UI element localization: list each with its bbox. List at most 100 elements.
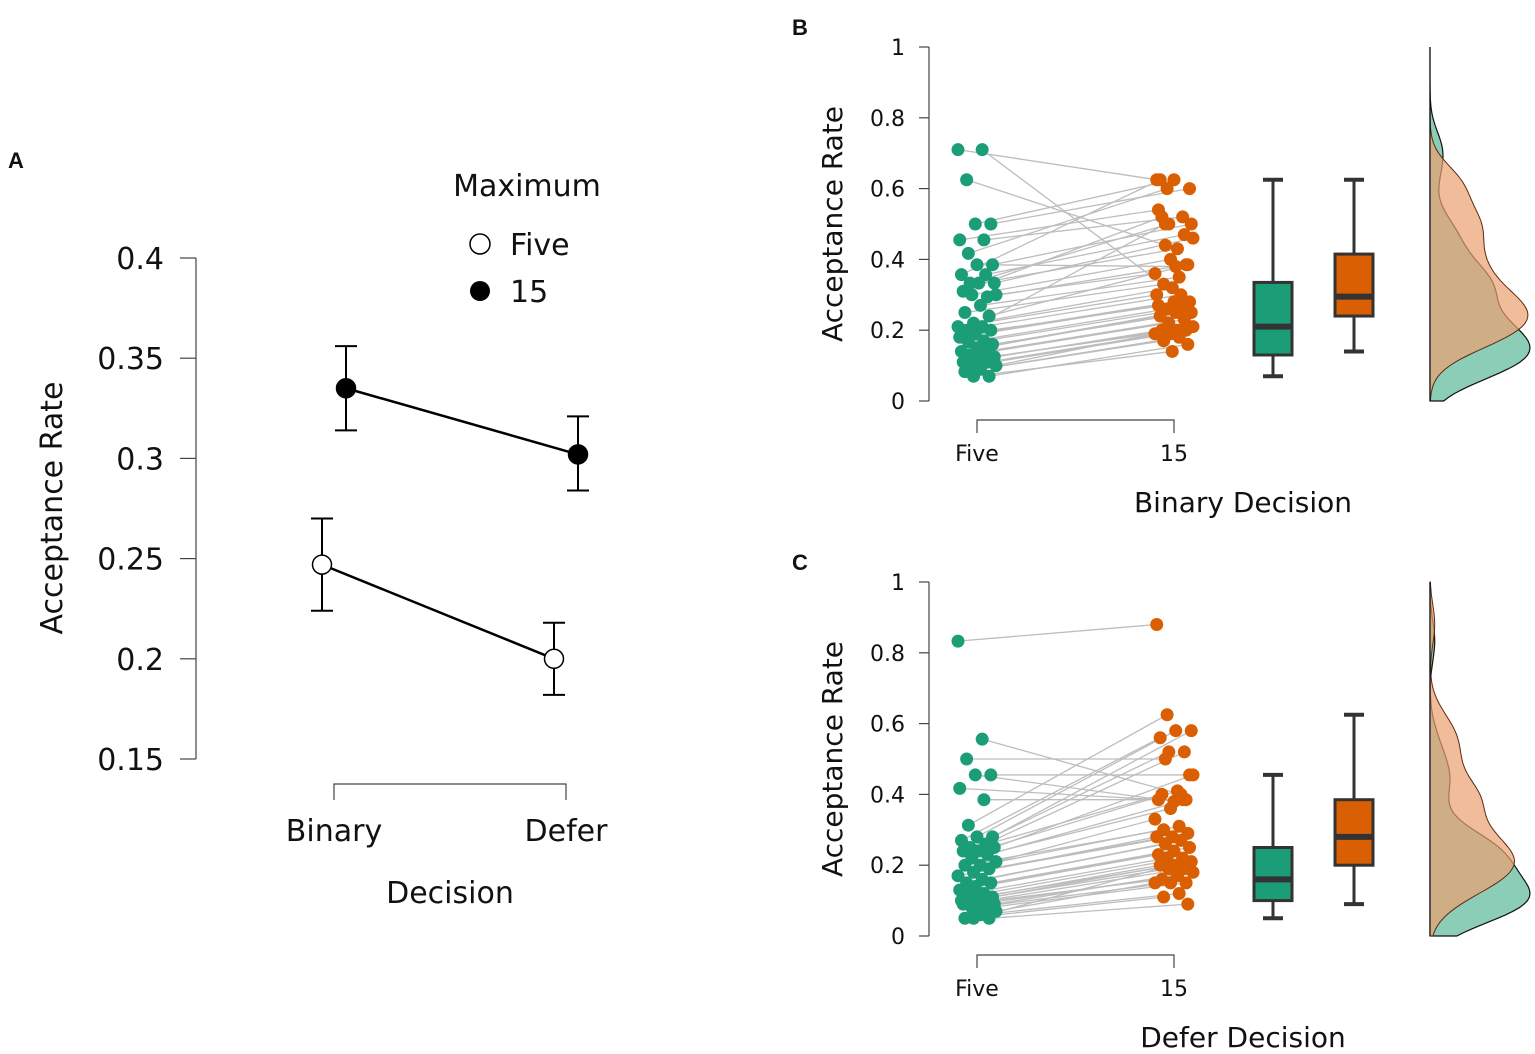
paired-line — [973, 287, 1173, 324]
y-tick-label: 0.6 — [870, 713, 905, 738]
data-point-15 — [1179, 876, 1193, 890]
legend-label-15: 15 — [510, 275, 548, 310]
y-tick-label: 0.8 — [870, 642, 905, 667]
data-point-15 — [1160, 708, 1174, 722]
paired-line — [978, 248, 1178, 284]
panel-c-xlabel: Defer Decision — [1140, 1021, 1346, 1054]
panel-c-plot: 0 0.2 0.4 0.6 0.8 1 Five 15 — [870, 571, 1531, 1002]
paired-line — [971, 333, 1171, 367]
paired-line — [990, 187, 1190, 225]
data-point-15 — [1157, 334, 1171, 348]
x-tick-label: Five — [955, 442, 999, 467]
data-point-five — [961, 818, 975, 832]
panel-a-plot: 0.15 0.2 0.25 0.3 0.35 0.4 Binary Defer — [97, 242, 608, 849]
data-point-five — [967, 865, 981, 879]
y-tick-label: 0.2 — [870, 854, 905, 879]
data-point-15 — [1172, 887, 1186, 901]
paired-line — [968, 857, 1168, 895]
data-point-15 — [1160, 182, 1174, 196]
density-15 — [1429, 581, 1516, 937]
data-point-15 — [1177, 745, 1191, 759]
panel-label-a: A — [8, 148, 24, 173]
data-point-Five — [311, 554, 333, 575]
data-point-15 — [1177, 313, 1191, 327]
data-point-five — [984, 876, 998, 890]
data-point-15 — [1164, 876, 1178, 890]
paired-line — [982, 738, 1182, 796]
data-point-five — [982, 862, 996, 876]
data-point-five — [970, 258, 984, 272]
data-point-five — [984, 768, 998, 782]
boxplot-box-15 — [1333, 798, 1375, 867]
paired-line — [959, 787, 1159, 801]
data-point-15 — [335, 378, 357, 399]
data-point-five — [951, 869, 965, 883]
data-point-15 — [1170, 242, 1184, 256]
y-tick-label: 0.35 — [97, 342, 164, 377]
y-tick-label: 0.4 — [870, 783, 905, 808]
paired-line — [968, 308, 1168, 343]
data-point-15 — [1148, 812, 1162, 826]
data-point-15 — [1158, 238, 1172, 252]
data-point-15 — [1150, 617, 1164, 631]
paired-line — [964, 283, 1164, 314]
x-tick-label: Five — [955, 977, 999, 1002]
x-tick-label: Binary — [286, 814, 382, 849]
paired-line — [973, 350, 1173, 377]
y-tick-label: 0 — [891, 390, 905, 415]
data-point-five — [980, 848, 994, 862]
y-tick-label: 1 — [891, 571, 905, 596]
data-point-five — [958, 858, 972, 872]
data-point-five — [958, 306, 972, 319]
data-point-15 — [1150, 830, 1164, 844]
x-tick-label: Defer — [525, 814, 609, 849]
boxplot-box-Five — [1252, 280, 1294, 357]
data-point-five — [972, 276, 986, 290]
data-point-15 — [1164, 802, 1178, 816]
data-point-15 — [1158, 837, 1172, 851]
data-point-15 — [1165, 858, 1179, 872]
data-point-15 — [1186, 865, 1200, 879]
paired-line — [976, 311, 1176, 349]
paired-line — [975, 179, 1175, 225]
data-point-15 — [1183, 841, 1197, 854]
paired-line — [969, 322, 1169, 356]
paired-line — [975, 301, 1175, 335]
data-point-five — [951, 143, 965, 157]
data-point-five — [967, 911, 981, 925]
data-point-15 — [1179, 793, 1193, 807]
paired-line — [985, 751, 1185, 845]
data-point-five — [982, 309, 996, 323]
series-line-Five — [321, 563, 555, 660]
data-point-five — [986, 258, 1000, 272]
data-point-five — [984, 217, 998, 231]
data-point-five — [956, 844, 970, 858]
data-point-five — [987, 276, 1001, 290]
panel-a-ylabel: Acceptance Rate — [35, 382, 70, 635]
data-point-five — [973, 298, 987, 312]
panel-label-b: B — [792, 15, 808, 40]
data-point-five — [982, 369, 996, 383]
data-point-15 — [1181, 337, 1195, 351]
paired-line — [968, 714, 1168, 826]
data-point-five — [954, 833, 968, 847]
data-point-15 — [1169, 724, 1183, 738]
y-tick-label: 0.4 — [116, 242, 164, 277]
data-point-15 — [1172, 330, 1186, 344]
data-point-15 — [1181, 258, 1195, 272]
paired-line — [966, 223, 1166, 331]
data-point-15 — [1186, 231, 1200, 245]
data-point-five — [975, 143, 989, 157]
series-line-15 — [345, 387, 579, 456]
data-point-15 — [1172, 819, 1186, 833]
paired-line — [961, 737, 1161, 841]
data-point-15 — [1181, 897, 1195, 911]
paired-line — [971, 807, 1171, 859]
paired-line — [957, 149, 1157, 181]
data-point-15 — [1165, 344, 1179, 358]
paired-line — [995, 333, 1156, 367]
y-tick-label: 0.15 — [97, 743, 164, 778]
data-point-15 — [1167, 173, 1181, 187]
y-tick-label: 0.25 — [97, 543, 164, 578]
